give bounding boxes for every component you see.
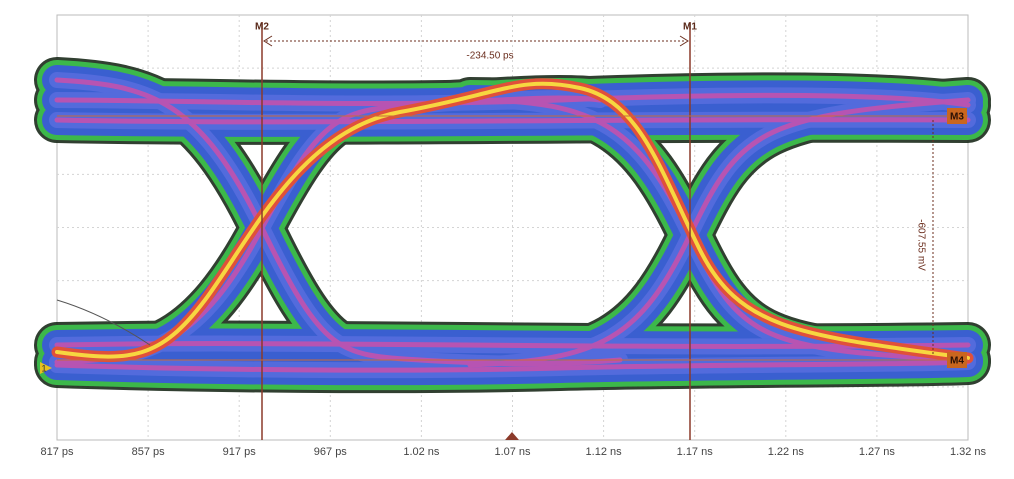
voltage-delta: -607.55 mV <box>915 219 926 271</box>
x-tick-label: 917 ps <box>223 446 257 458</box>
x-tick-label: 1.02 ns <box>403 446 440 458</box>
x-tick-label: 967 ps <box>314 446 348 458</box>
marker-label: M3 <box>950 112 964 123</box>
x-tick-label: 1.32 ns <box>950 446 987 458</box>
ground-marker <box>40 362 52 374</box>
eye-pattern <box>57 80 968 370</box>
marker-tag <box>947 108 967 124</box>
x-tick-label: 1.22 ns <box>768 446 805 458</box>
x-tick-label: 1.27 ns <box>859 446 896 458</box>
marker-label: M4 <box>950 356 964 367</box>
time-delta: -234.50 ps <box>466 51 513 62</box>
marker-label: M2 <box>255 22 269 33</box>
x-tick-label: 817 ps <box>40 446 74 458</box>
channel-label: 1 <box>41 363 46 373</box>
x-tick-label: 1.12 ns <box>586 446 623 458</box>
trigger-marker <box>505 432 519 440</box>
stray-trace <box>56 299 151 346</box>
marker-tag <box>947 352 967 368</box>
marker-label: M1 <box>683 22 697 33</box>
x-tick-label: 1.07 ns <box>494 446 531 458</box>
x-axis: 817 ps 857 ps 917 ps 967 ps 1.02 ns 1.07 ns 1.… <box>40 446 986 458</box>
x-tick-label: 857 ps <box>132 446 166 458</box>
x-tick-label: 1.17 ns <box>677 446 714 458</box>
arrow-heads <box>263 35 689 47</box>
